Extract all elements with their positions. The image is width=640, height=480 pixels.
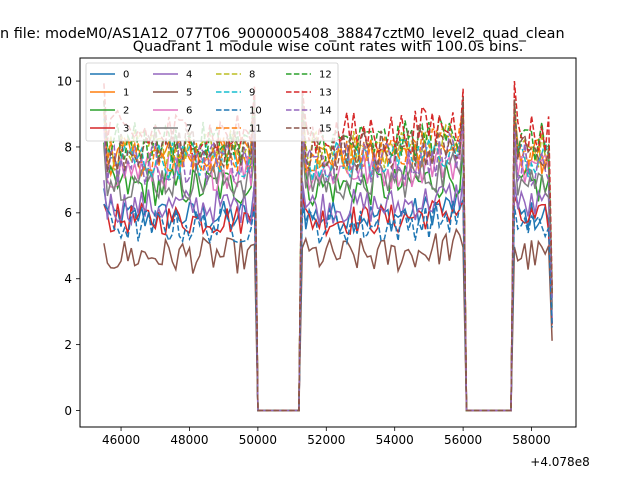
x-tick-label: 54000 <box>376 433 414 447</box>
y-axis: 0 2 4 6 8 10 <box>57 74 80 418</box>
x-axis: 46000 48000 50000 52000 54000 56000 58000 <box>102 427 551 447</box>
legend-label-11: 11 <box>249 124 262 135</box>
y-tick-label: 6 <box>64 206 72 220</box>
series-layer <box>103 80 553 412</box>
legend-label-6: 6 <box>186 106 192 117</box>
y-tick-label: 4 <box>64 272 72 286</box>
legend-label-8: 8 <box>249 70 255 81</box>
y-tick-label: 0 <box>64 404 72 418</box>
legend-label-4: 4 <box>186 70 192 81</box>
legend-label-0: 0 <box>123 70 129 81</box>
legend-label-5: 5 <box>186 88 192 99</box>
x-offset-label: +4.078e8 <box>530 455 589 469</box>
legend-label-3: 3 <box>123 124 129 135</box>
chart-title: Quadrant 1 module wise count rates with … <box>133 39 524 55</box>
x-tick-label: 48000 <box>170 433 208 447</box>
figure-suptitle: n file: modeM0/AS1A12_077T06_9000005408_… <box>0 26 565 42</box>
plot-area-frame <box>79 57 577 428</box>
y-tick-label: 2 <box>64 338 72 352</box>
x-tick-label: 56000 <box>444 433 482 447</box>
x-tick-label: 58000 <box>512 433 550 447</box>
legend-label-2: 2 <box>123 106 129 117</box>
legend-box <box>85 62 339 142</box>
y-tick-label: 8 <box>64 140 72 154</box>
legend-label-14: 14 <box>319 106 332 117</box>
x-tick-label: 52000 <box>307 433 345 447</box>
legend-label-10: 10 <box>249 106 262 117</box>
y-tick-label: 10 <box>57 74 72 88</box>
x-tick-label: 50000 <box>239 433 277 447</box>
x-tick-label: 46000 <box>102 433 140 447</box>
legend-label-1: 1 <box>123 88 129 99</box>
legend-label-13: 13 <box>319 88 332 99</box>
legend-label-9: 9 <box>249 88 255 99</box>
legend-label-12: 12 <box>319 70 332 81</box>
legend-label-7: 7 <box>186 124 192 135</box>
legend-label-15: 15 <box>319 124 332 135</box>
